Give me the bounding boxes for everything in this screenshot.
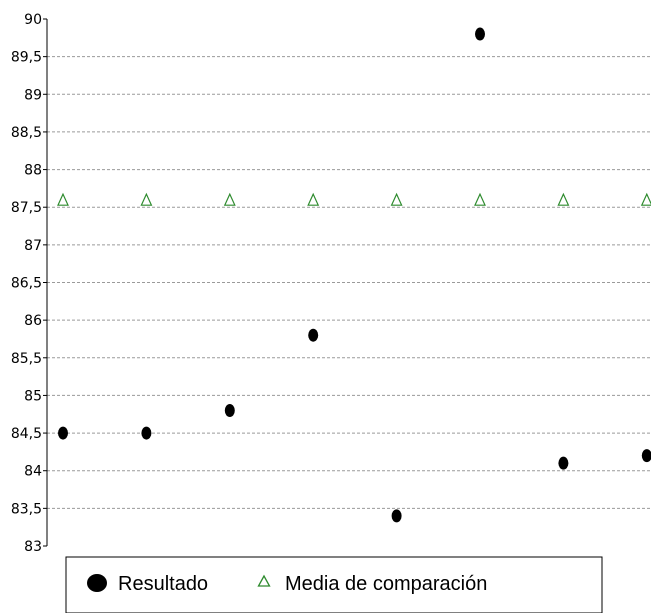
y-axis: 83 83,5 84 84,5 85 85,5 86 86,5 87 87,5 88 88,5 89 89… [11, 12, 48, 555]
media-point [640, 192, 651, 206]
resultado-point [475, 27, 485, 41]
media-point [57, 192, 69, 206]
y-tick-label: 86,5 [11, 276, 42, 292]
media-point [140, 192, 153, 206]
media-point [307, 192, 320, 206]
y-tick-label: 89,5 [11, 50, 42, 66]
legend-marker-resultado [87, 574, 107, 592]
resultado-point [391, 509, 402, 523]
legend: Resultado Media de comparación [65, 556, 603, 613]
y-tick-label: 85 [24, 388, 42, 404]
legend-box [65, 556, 603, 613]
y-tick-label: 84 [24, 464, 42, 480]
media-point [557, 192, 570, 206]
resultado-point [58, 426, 68, 440]
y-tick-label: 87,5 [11, 200, 42, 216]
y-tick-label: 84,5 [11, 426, 42, 442]
media-point [390, 192, 403, 206]
resultado-point [308, 328, 319, 342]
media-point [474, 192, 486, 206]
resultado-point [558, 456, 569, 470]
legend-label-media: Media de comparación [285, 573, 487, 595]
y-tick-label: 83 [24, 539, 42, 555]
grid-layer [47, 56, 651, 509]
y-tick-label: 86 [24, 313, 42, 329]
y-tick-label: 85,5 [11, 351, 42, 367]
y-tick-label: 89 [24, 87, 42, 103]
y-tick-label: 88,5 [11, 125, 42, 141]
y-tick-label: 90 [24, 12, 42, 28]
y-tick-label: 88 [24, 163, 42, 179]
media-point [223, 192, 236, 206]
y-tick-label: 83,5 [11, 501, 42, 517]
legend-label-resultado: Resultado [118, 573, 208, 595]
data-points [57, 27, 651, 523]
resultado-point [224, 403, 235, 417]
resultado-point [141, 426, 152, 440]
y-tick-label: 87 [24, 238, 42, 254]
resultado-point [641, 449, 651, 463]
legend-marker-media [257, 574, 271, 587]
